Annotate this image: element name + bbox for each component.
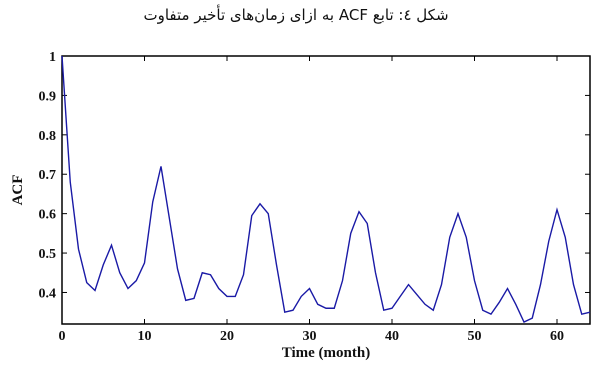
y-tick-label: 0.7 [39, 168, 57, 183]
y-axis-ticks: 0.4 0.5 0.6 0.7 0.8 0.9 1 [39, 50, 590, 301]
y-axis-label: ACF [10, 175, 26, 206]
x-tick-label: 50 [468, 329, 482, 344]
x-tick-label: 60 [550, 329, 564, 344]
x-axis-ticks: 0 10 20 30 40 50 60 [59, 56, 564, 344]
x-tick-label: 0 [59, 329, 66, 344]
y-tick-label: 1 [49, 50, 56, 65]
y-tick-label: 0.9 [39, 89, 57, 104]
y-tick-label: 0.6 [39, 208, 57, 223]
x-axis-label: Time (month) [282, 345, 370, 361]
acf-series-line [61, 55, 591, 323]
figure-caption: شکل ٤: تابع ACF به ازای زمان‌های تأخیر م… [143, 6, 449, 24]
x-tick-label: 40 [385, 329, 399, 344]
y-tick-label: 0.8 [39, 129, 57, 144]
x-tick-label: 30 [303, 329, 317, 344]
y-tick-label: 0.4 [39, 286, 57, 301]
plot-frame [61, 55, 591, 325]
y-tick-label: 0.5 [39, 247, 57, 262]
x-tick-label: 20 [220, 329, 234, 344]
x-tick-label: 10 [138, 329, 152, 344]
